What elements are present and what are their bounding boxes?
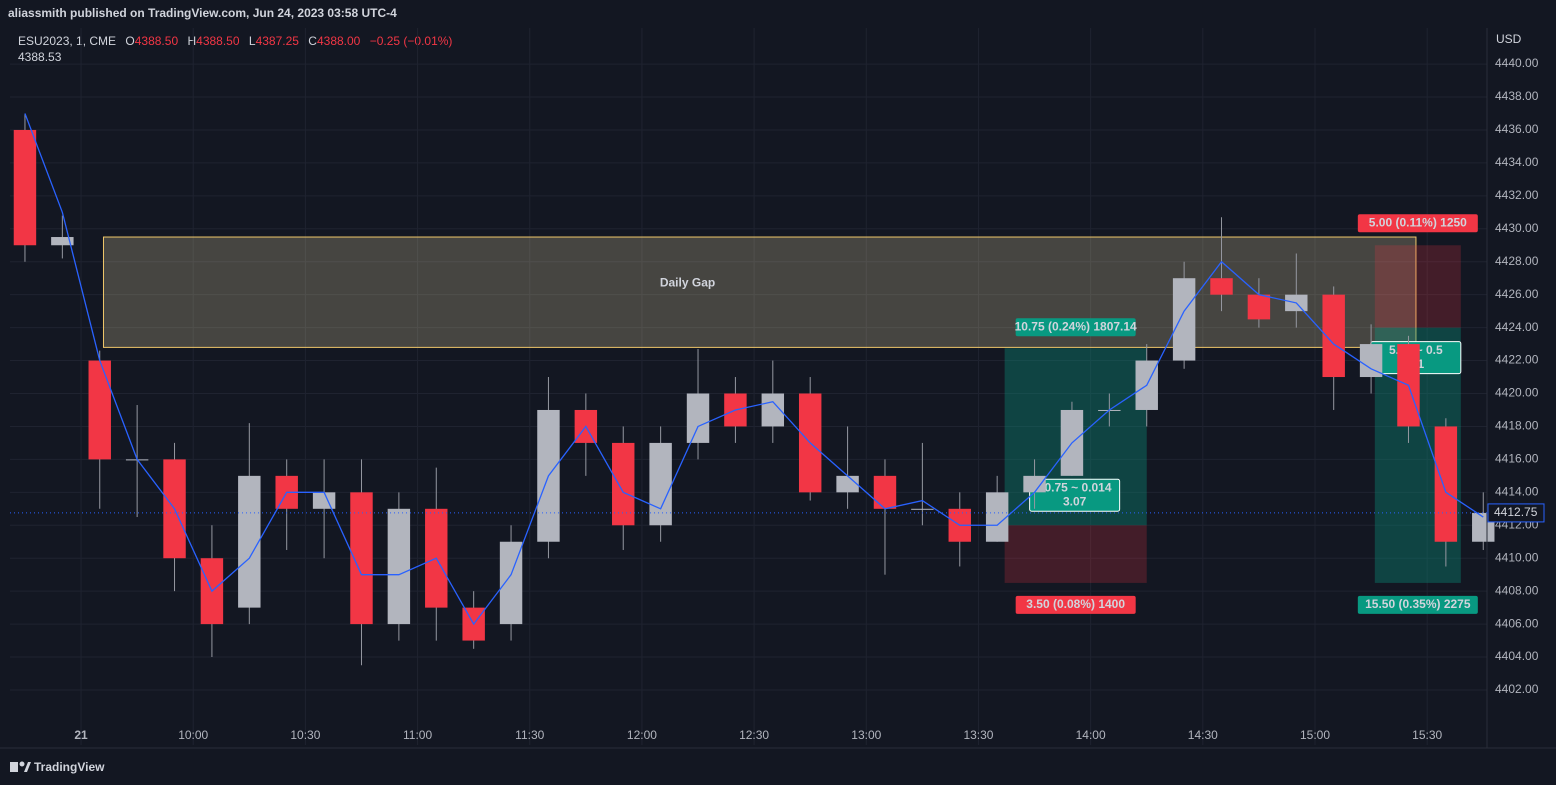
- last-price-box: [1487, 503, 1545, 523]
- position-label-box: [1357, 214, 1478, 233]
- x-tick-label: 14:30: [1188, 728, 1218, 742]
- y-tick-label: 4440.00: [1495, 56, 1539, 70]
- candle-body: [88, 360, 111, 460]
- x-tick-label: 12:00: [627, 728, 657, 742]
- candle-body: [499, 541, 523, 625]
- candle-body: [761, 393, 785, 427]
- candle-body: [649, 442, 672, 526]
- legend-key: C: [308, 34, 317, 48]
- legend-key: L: [249, 34, 256, 48]
- legend-key: H: [187, 34, 196, 48]
- x-tick-label: 13:00: [851, 728, 881, 742]
- x-tick-label: 15:00: [1300, 728, 1330, 742]
- x-tick-label: 14:00: [1076, 728, 1106, 742]
- legend-key: O: [125, 34, 134, 48]
- legend-value: 4388.50: [135, 34, 179, 48]
- x-tick-label: 11:30: [515, 728, 544, 742]
- loss-zone: [1004, 525, 1147, 583]
- candle-body: [911, 508, 934, 510]
- y-tick-label: 4420.00: [1495, 386, 1539, 400]
- candle-body: [387, 508, 411, 625]
- position-info: 3.07: [1063, 494, 1087, 508]
- y-tick-label: 4436.00: [1495, 122, 1539, 136]
- y-tick-label: 4416.00: [1495, 452, 1539, 466]
- legend-value: 4388.00: [317, 34, 361, 48]
- y-tick-label: 4402.00: [1495, 682, 1539, 696]
- legend-symbol: ESU2023, 1, CME: [18, 34, 116, 48]
- x-tick-label: 21: [74, 728, 88, 742]
- y-tick-label: 4418.00: [1495, 419, 1539, 433]
- position-label-box: [1357, 595, 1478, 614]
- y-tick-label: 4432.00: [1495, 188, 1539, 202]
- x-tick-label: 13:30: [963, 728, 993, 742]
- candle-body: [873, 475, 897, 509]
- position-info: 10.75 ~ 0.014: [1038, 480, 1112, 494]
- footer-logo: [10, 761, 31, 772]
- legend-value: 4387.25: [256, 34, 300, 48]
- candle-body: [1172, 278, 1196, 361]
- currency: USD: [1496, 32, 1522, 46]
- position-label: 10.75 (0.24%) 1807.14: [1015, 319, 1137, 333]
- legend-ma: 4388.53: [18, 50, 62, 64]
- last-price-label: 4412.75: [1494, 505, 1538, 519]
- legend: ESU2023, 1, CME O4388.50 H4388.50 L4387.…: [18, 34, 452, 48]
- candle-body: [1023, 475, 1046, 493]
- gap-zone: [102, 236, 1417, 348]
- candle-body: [312, 492, 336, 509]
- y-tick-label: 4426.00: [1495, 287, 1539, 301]
- moving-average: [24, 113, 1484, 626]
- candle-body: [13, 129, 37, 246]
- candle-body: [238, 475, 261, 608]
- y-tick-label: 4408.00: [1495, 583, 1539, 597]
- position-label: 5.00 (0.11%) 1250: [1369, 215, 1467, 229]
- candle-body: [1322, 294, 1345, 378]
- x-tick-label: 10:30: [290, 728, 320, 742]
- candle-body: [1359, 344, 1383, 378]
- x-tick-label: 15:30: [1412, 728, 1442, 742]
- candle-body: [1434, 426, 1458, 542]
- candle-body: [836, 475, 859, 493]
- position-label-box: [1015, 318, 1136, 337]
- candle-body: [1210, 278, 1233, 295]
- y-tick-label: 4428.00: [1495, 254, 1539, 268]
- footer-brand: TradingView: [34, 760, 105, 774]
- publisher: aliassmith published on TradingView.com,…: [8, 6, 397, 20]
- legend-change: −0.25 (−0.01%): [370, 34, 453, 48]
- candle-body: [350, 492, 373, 625]
- x-tick-label: 12:30: [739, 728, 769, 742]
- candle-body: [1247, 294, 1271, 320]
- y-tick-label: 4438.00: [1495, 89, 1539, 103]
- x-tick-label: 11:00: [403, 728, 432, 742]
- y-tick-label: 4434.00: [1495, 155, 1539, 169]
- position-label-box: [1015, 595, 1136, 614]
- zone-label: Daily Gap: [660, 275, 715, 289]
- x-tick-label: 10:00: [178, 728, 208, 742]
- candle-body: [985, 492, 1009, 542]
- legend-value: 4388.50: [196, 34, 240, 48]
- y-tick-label: 4422.00: [1495, 353, 1539, 367]
- y-tick-label: 4410.00: [1495, 550, 1539, 564]
- position-label: 15.50 (0.35%) 2275: [1365, 597, 1471, 611]
- position-label: 3.50 (0.08%) 1400: [1026, 597, 1125, 611]
- y-tick-label: 4414.00: [1495, 485, 1539, 499]
- loss-zone: [1374, 245, 1461, 328]
- y-tick-label: 4406.00: [1495, 616, 1539, 630]
- candle-body: [612, 442, 635, 526]
- position-label-box: [1029, 478, 1121, 512]
- y-tick-label: 4404.00: [1495, 649, 1539, 663]
- candle-body: [686, 393, 710, 443]
- y-tick-label: 4430.00: [1495, 221, 1539, 235]
- candle-body: [51, 237, 74, 246]
- y-tick-label: 4424.00: [1495, 320, 1539, 334]
